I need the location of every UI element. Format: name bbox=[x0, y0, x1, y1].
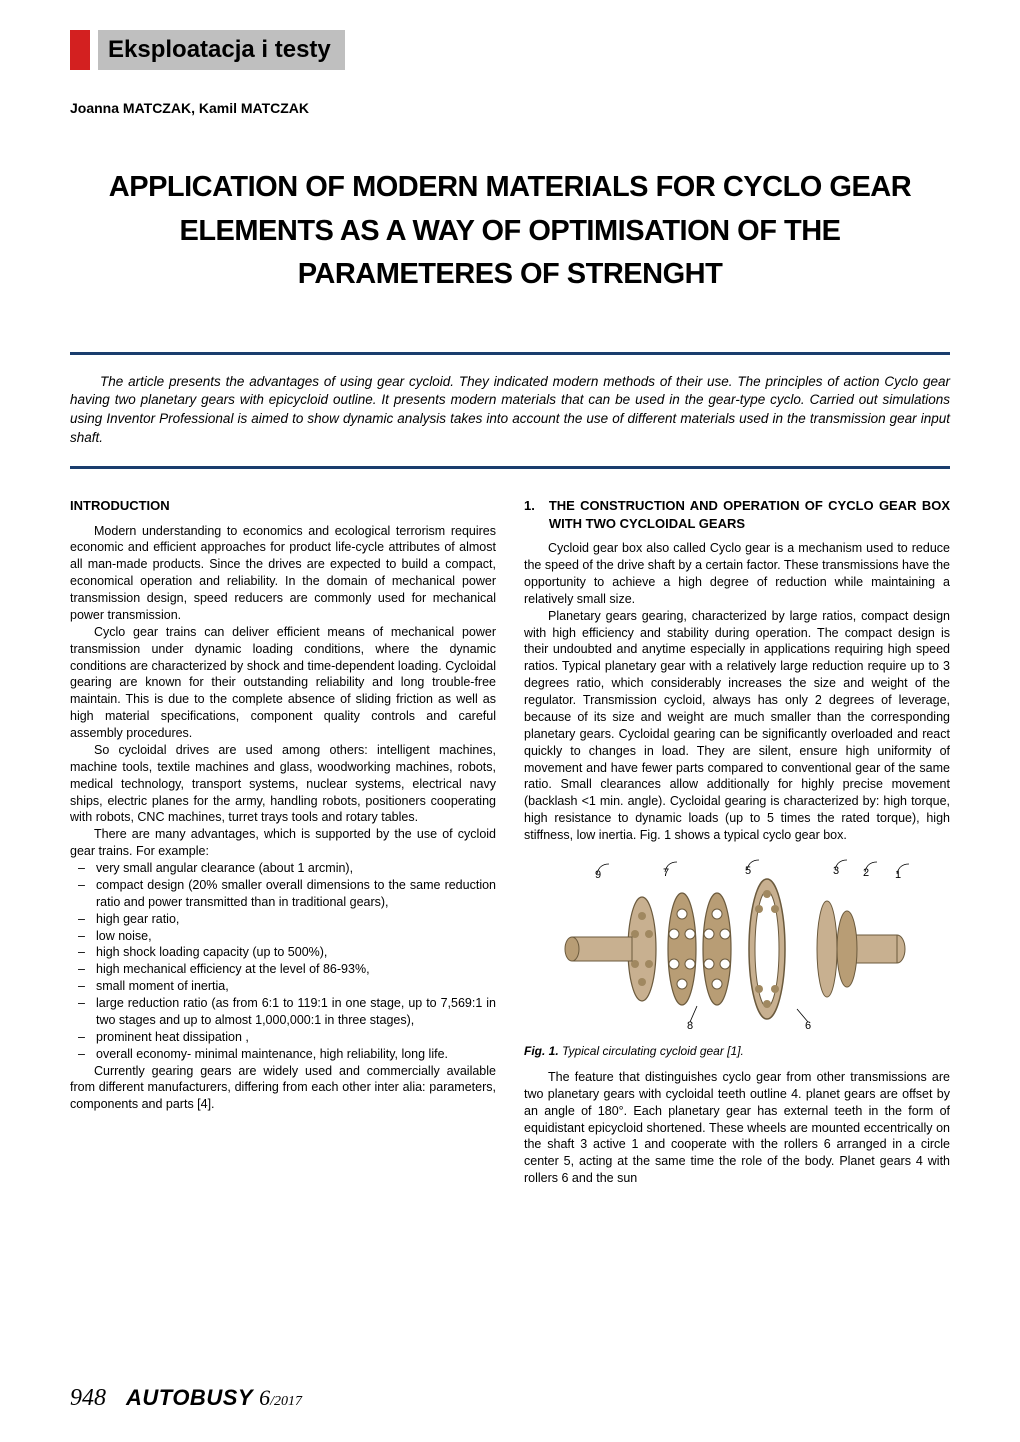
list-item: compact design (20% smaller overall dime… bbox=[78, 877, 496, 911]
fig-label: 9 bbox=[595, 869, 601, 881]
body-columns: INTRODUCTION Modern understanding to eco… bbox=[70, 497, 950, 1187]
list-item: high mechanical efficiency at the level … bbox=[78, 961, 496, 978]
cyclo-gear-diagram: 9 7 5 3 2 1 8 6 bbox=[537, 854, 937, 1034]
accent-block bbox=[70, 30, 90, 70]
sec1-para-3: The feature that distinguishes cyclo gea… bbox=[524, 1069, 950, 1187]
heading-introduction: INTRODUCTION bbox=[70, 497, 496, 515]
abstract: The article presents the advantages of u… bbox=[70, 355, 950, 467]
fig-label: 5 bbox=[745, 865, 751, 877]
intro-para-3: So cycloidal drives are used among other… bbox=[70, 742, 496, 826]
right-column: 1. THE CONSTRUCTION AND OPERATION OF CYC… bbox=[524, 497, 950, 1187]
header-bar: Eksploatacja i testy bbox=[70, 30, 950, 70]
figure-caption: Fig. 1. Typical circulating cycloid gear… bbox=[524, 1043, 950, 1059]
fig-label: 7 bbox=[663, 867, 669, 879]
figure-1: 9 7 5 3 2 1 8 6 Fig. 1. Typical circulat… bbox=[524, 854, 950, 1059]
list-item: high shock loading capacity (up to 500%)… bbox=[78, 944, 496, 961]
left-column: INTRODUCTION Modern understanding to eco… bbox=[70, 497, 496, 1187]
heading-number: 1. bbox=[524, 497, 535, 532]
fig-label: 2 bbox=[863, 867, 869, 879]
heading-section-1: 1. THE CONSTRUCTION AND OPERATION OF CYC… bbox=[524, 497, 950, 532]
sec1-para-2: Planetary gears gearing, characterized b… bbox=[524, 608, 950, 844]
list-item: low noise, bbox=[78, 928, 496, 945]
fig-label: 1 bbox=[895, 869, 901, 881]
page-footer: 948 AUTOBUSY 6/2017 bbox=[70, 1385, 302, 1412]
list-item: high gear ratio, bbox=[78, 911, 496, 928]
advantages-list: very small angular clearance (about 1 ar… bbox=[70, 860, 496, 1063]
intro-para-2: Cyclo gear trains can deliver efficient … bbox=[70, 624, 496, 742]
list-item: large reduction ratio (as from 6:1 to 11… bbox=[78, 995, 496, 1029]
intro-para-1: Modern understanding to economics and ec… bbox=[70, 523, 496, 624]
sec1-para-1: Cycloid gear box also called Cyclo gear … bbox=[524, 540, 950, 608]
issue-year: /2017 bbox=[270, 1394, 302, 1409]
publication-name: AUTOBUSY bbox=[126, 1385, 253, 1410]
section-category: Eksploatacja i testy bbox=[98, 30, 345, 70]
list-item: very small angular clearance (about 1 ar… bbox=[78, 860, 496, 877]
intro-para-4: There are many advantages, which is supp… bbox=[70, 826, 496, 860]
list-item: overall economy- minimal maintenance, hi… bbox=[78, 1046, 496, 1063]
heading-text: THE CONSTRUCTION AND OPERATION OF CYCLO … bbox=[549, 497, 950, 532]
intro-para-5: Currently gearing gears are widely used … bbox=[70, 1063, 496, 1114]
fig-caption-text: Typical circulating cycloid gear [1]. bbox=[559, 1044, 744, 1058]
list-item: small moment of inertia, bbox=[78, 978, 496, 995]
fig-label: 3 bbox=[833, 865, 839, 877]
page-number: 948 bbox=[70, 1385, 106, 1411]
authors: Joanna MATCZAK, Kamil MATCZAK bbox=[70, 100, 950, 116]
paper-title: APPLICATION OF MODERN MATERIALS FOR CYCL… bbox=[70, 166, 950, 297]
divider-bottom bbox=[70, 466, 950, 469]
issue-number: 6 bbox=[259, 1385, 270, 1410]
fig-caption-label: Fig. 1. bbox=[524, 1044, 559, 1058]
list-item: prominent heat dissipation , bbox=[78, 1029, 496, 1046]
